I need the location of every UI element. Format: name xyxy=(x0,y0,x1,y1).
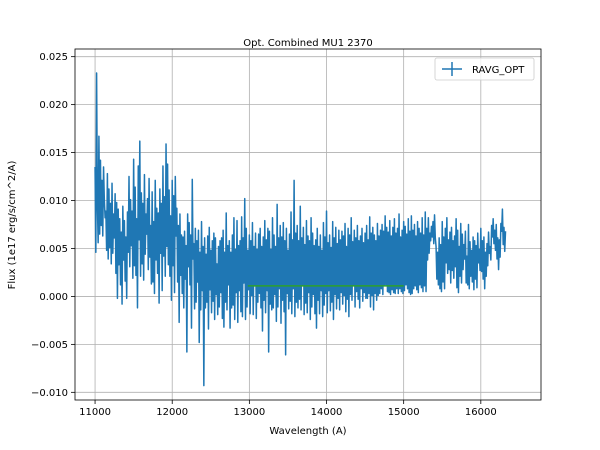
x-tick-label: 15000 xyxy=(388,407,420,418)
y-tick-label: 0.020 xyxy=(39,100,68,111)
y-ticks: −0.010 −0.005 0.000 0.005 0.010 0.015 0.020 0.0… xyxy=(31,52,75,399)
x-tick-label: 11000 xyxy=(79,407,111,418)
plot-area-frame xyxy=(74,48,542,401)
x-axis-label: Wavelength (A) xyxy=(269,426,346,437)
series-group xyxy=(94,72,507,387)
x-tick-label: 12000 xyxy=(156,407,188,418)
y-tick-label: −0.010 xyxy=(31,388,68,399)
x-ticks: 11000 12000 13000 14000 15000 16000 xyxy=(79,400,497,418)
y-tick-label: −0.005 xyxy=(31,340,68,351)
y-tick-label: 0.010 xyxy=(39,196,68,207)
y-tick-label: 0.015 xyxy=(39,148,68,159)
legend-box xyxy=(434,57,535,81)
y-tick-label: 0.005 xyxy=(39,244,68,255)
legend-label: RAVG_OPT xyxy=(472,65,525,76)
x-tick-label: 14000 xyxy=(311,407,343,418)
x-tick-label: 16000 xyxy=(465,407,497,418)
x-tick-label: 13000 xyxy=(233,407,265,418)
y-tick-label: 0.025 xyxy=(39,52,68,63)
legend: RAVG_OPT xyxy=(434,57,535,81)
y-tick-label: 0.000 xyxy=(39,292,68,303)
y-axis-label: Flux (1e17 erg/s/cm^2/A) xyxy=(7,161,18,290)
series-line-ravg-opt xyxy=(94,72,507,387)
chart-title: Opt. Combined MU1 2370 xyxy=(243,38,372,49)
